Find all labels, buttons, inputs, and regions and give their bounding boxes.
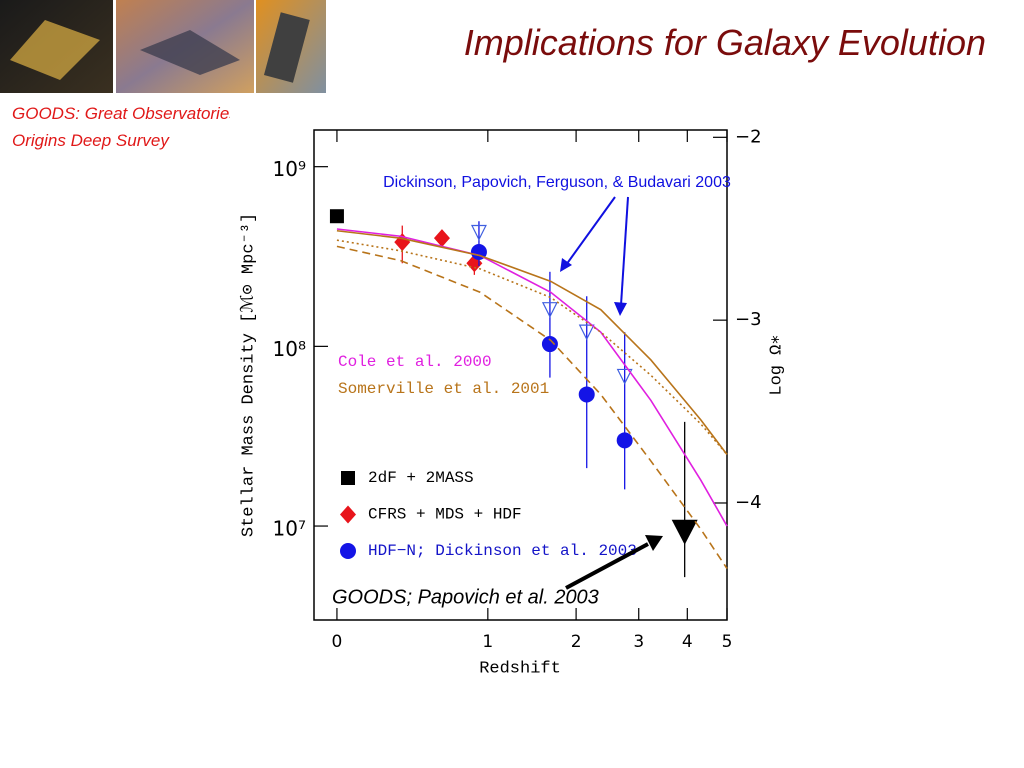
y-tick-label: 10⁸ (273, 337, 306, 361)
marker (578, 386, 595, 403)
image-detail (263, 12, 310, 83)
legend-symbol (341, 471, 355, 485)
plot-content: 0 1 2 3 4 5 10⁷ 10⁸ 10⁹ −4 −3 −2 Redshift Stellar Mas… (239, 126, 786, 678)
legend-label: CFRS + MDS + HDF (368, 506, 522, 524)
image-detail (10, 20, 100, 80)
legend-label: HDF−N; Dickinson et al. 2003 (368, 542, 637, 560)
marker (616, 368, 633, 385)
marker (578, 324, 595, 341)
marker (329, 209, 344, 224)
arrow-head (614, 302, 627, 316)
annotation-arrows (560, 196, 663, 590)
legend-label: Cole et al. 2000 (338, 353, 492, 371)
side-text: Origins Deep Survey (12, 131, 169, 150)
side-text: GOODS: Great Observatories (12, 104, 238, 123)
chart-background (230, 100, 805, 695)
annotation: Dickinson, Papovich, Ferguson, & Budavar… (383, 174, 731, 191)
marker (466, 254, 483, 273)
plot-frame (313, 129, 728, 621)
x-tick-label: 4 (682, 632, 693, 652)
marker (541, 302, 558, 319)
arrow (565, 542, 649, 590)
arrow (565, 196, 616, 266)
x-tick-label: 1 (482, 632, 493, 652)
arrow-head (645, 535, 663, 551)
marker (616, 432, 633, 449)
model-curve (336, 245, 728, 569)
marker (433, 229, 450, 248)
legend-symbol (340, 505, 356, 524)
x-tick-label: 3 (633, 632, 644, 652)
y-tick-label: 10⁹ (273, 157, 306, 181)
arrow (620, 196, 629, 306)
legend-symbol (340, 543, 356, 559)
y2-tick-label: −2 (735, 126, 762, 147)
y2-tick-label: −3 (735, 309, 762, 330)
satellite-images (0, 0, 326, 93)
y2-axis-label: Log Ω∗ (767, 334, 786, 395)
legend-label: Somerville et al. 2001 (338, 380, 549, 398)
marker (470, 224, 487, 241)
x-tick-label: 2 (571, 632, 582, 652)
image-detail (140, 30, 240, 75)
legend-label: 2dF + 2MASS (368, 469, 474, 487)
x-axis-label: Redshift (479, 659, 561, 678)
y-axis-label: Stellar Mass Density [ℳ⊙ Mpc⁻³] (239, 213, 258, 537)
arrow-head (560, 258, 572, 272)
model-curve (336, 229, 728, 456)
slide-title: Implications for Galaxy Evolution (463, 22, 986, 63)
marker (541, 336, 558, 353)
model-curve (336, 228, 728, 527)
marker (671, 519, 698, 545)
y2-tick-label: −4 (735, 492, 762, 513)
x-tick-label: 5 (722, 632, 733, 652)
y-tick-label: 10⁷ (273, 517, 306, 541)
x-tick-label: 0 (332, 632, 343, 652)
annotation: GOODS; Papovich et al. 2003 (332, 586, 599, 608)
